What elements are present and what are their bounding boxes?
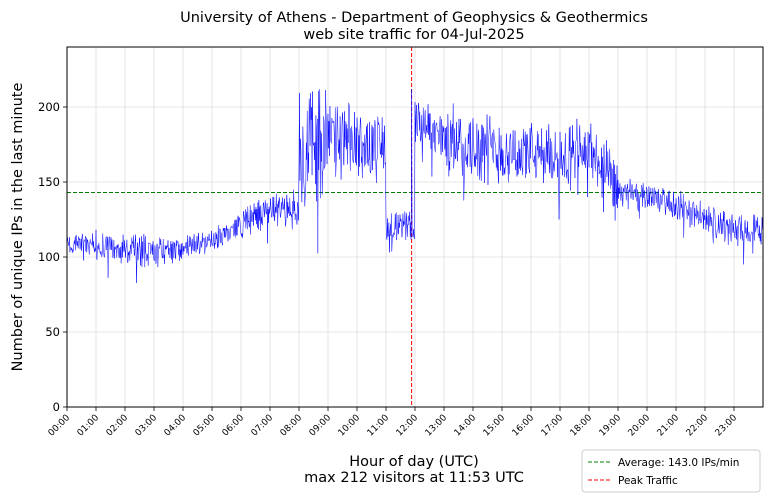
x-tick-label: 17:00 — [540, 413, 566, 439]
x-tick-label: 14:00 — [453, 413, 479, 439]
x-tick-label: 21:00 — [656, 413, 682, 439]
legend-box — [581, 449, 761, 493]
x-tick-label: 09:00 — [308, 413, 334, 439]
y-tick-label: 0 — [53, 400, 60, 414]
y-tick-label: 100 — [38, 250, 60, 264]
legend-label-peak: Peak Traffic — [618, 475, 678, 487]
x-tick-label: 12:00 — [395, 413, 421, 439]
x-tick-label: 13:00 — [424, 413, 450, 439]
y-tick-label: 50 — [45, 325, 60, 339]
x-axis: 00:00 01:00 02:00 03:00 04:00 05:00 06:00 07:00… — [47, 407, 740, 439]
x-tick-label: 07:00 — [250, 413, 276, 439]
series-layer — [66, 88, 763, 283]
chart-title: University of Athens - Department of Geo… — [180, 10, 648, 26]
y-tick-label: 150 — [38, 175, 60, 189]
x-tick-label: 10:00 — [337, 413, 363, 439]
legend-label-average: Average: 143.0 IPs/min — [618, 457, 739, 469]
x-tick-label: 05:00 — [192, 413, 218, 439]
x-tick-label: 23:00 — [714, 413, 740, 439]
x-axis-note: max 212 visitors at 11:53 UTC — [304, 470, 524, 486]
x-tick-label: 00:00 — [47, 413, 73, 439]
x-tick-label: 15:00 — [482, 413, 508, 439]
grid-lines — [66, 47, 763, 408]
x-tick-label: 06:00 — [221, 413, 247, 439]
x-tick-label: 19:00 — [598, 413, 624, 439]
x-tick-label: 01:00 — [76, 413, 102, 439]
y-axis: 0 50 100 150 200 — [38, 100, 67, 414]
x-tick-label: 22:00 — [685, 413, 711, 439]
x-axis-label: Hour of day (UTC) — [349, 454, 478, 470]
chart-subtitle: web site traffic for 04-Jul-2025 — [303, 27, 524, 43]
x-tick-label: 04:00 — [163, 413, 189, 439]
traffic-series-line — [66, 88, 763, 283]
x-tick-label: 18:00 — [569, 413, 595, 439]
x-tick-label: 02:00 — [105, 413, 131, 439]
x-tick-label: 20:00 — [627, 413, 653, 439]
y-tick-label: 200 — [38, 100, 60, 114]
x-tick-label: 11:00 — [366, 413, 392, 439]
x-tick-label: 16:00 — [511, 413, 537, 439]
legend: Average: 143.0 IPs/min Peak Traffic — [581, 449, 761, 493]
y-axis-label: Number of unique IPs in the last minute — [10, 83, 26, 372]
x-tick-label: 08:00 — [279, 413, 305, 439]
x-tick-label: 03:00 — [134, 413, 160, 439]
